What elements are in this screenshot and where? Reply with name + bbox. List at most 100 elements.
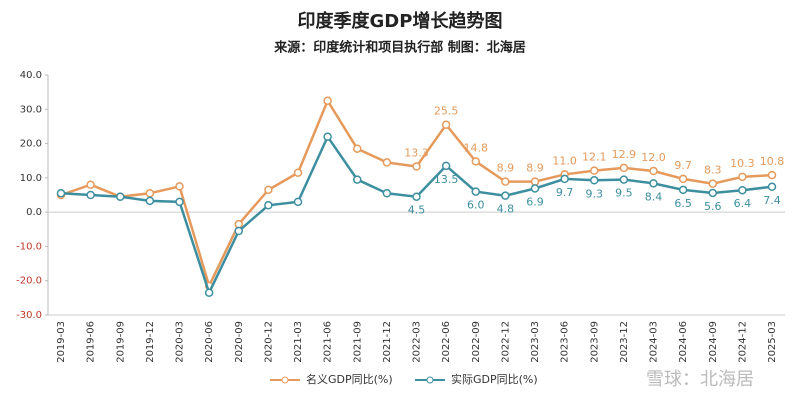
point (204, 288, 214, 297)
point (86, 190, 95, 200)
x-tick-label: 2021-12 (382, 321, 393, 363)
point (175, 197, 184, 207)
point (471, 187, 480, 196)
x-tick-label: 2021-03 (293, 321, 304, 363)
x-tick-label: 2019-03 (56, 321, 67, 363)
point (767, 170, 777, 180)
point (264, 201, 273, 210)
value-label: 4.5 (408, 204, 426, 217)
x-tick-label: 2025-03 (767, 321, 778, 363)
x-tick-label: 2019-06 (86, 321, 97, 363)
point (293, 168, 303, 177)
value-label: 5.6 (704, 200, 722, 213)
point (412, 192, 421, 201)
point (619, 175, 629, 184)
point (708, 179, 717, 188)
legend-label: 名义GDP同比(%) (306, 372, 393, 386)
value-label: 13.5 (434, 173, 459, 186)
x-tick-label: 2019-09 (115, 321, 126, 363)
x-tick-label: 2022-09 (471, 321, 482, 363)
point (501, 177, 510, 186)
value-label: 9.7 (674, 159, 692, 172)
value-label: 4.8 (497, 203, 515, 216)
x-tick-label: 2020-09 (234, 321, 245, 363)
y-tick-label: -30.0 (16, 310, 42, 321)
x-tick-label: 2024-06 (678, 321, 689, 363)
point (175, 182, 184, 191)
x-tick-label: 2022-12 (500, 321, 511, 363)
x-tick-label: 2023-03 (530, 321, 541, 363)
point (530, 177, 540, 186)
legend-marker (281, 376, 289, 384)
chart-title: 印度季度GDP增长趋势图 (298, 10, 503, 32)
point (145, 196, 155, 206)
point (412, 162, 421, 171)
watermark: 雪球：北海居 (646, 369, 754, 390)
point (353, 144, 362, 153)
point (293, 197, 303, 207)
x-tick-label: 2022-06 (441, 321, 452, 363)
value-label: 9.5 (615, 187, 633, 200)
value-label: 12.1 (582, 151, 607, 164)
value-label: 11.0 (552, 154, 577, 167)
point (738, 172, 747, 182)
y-tick-label: 10.0 (20, 173, 42, 184)
value-label: 8.4 (645, 190, 663, 203)
point (234, 226, 243, 236)
y-tick-label: 40.0 (20, 70, 42, 81)
point (145, 189, 155, 198)
point (353, 175, 362, 184)
x-tick-label: 2024-03 (649, 321, 660, 363)
point (264, 185, 273, 195)
value-label: 12.9 (612, 148, 637, 161)
point (767, 182, 777, 192)
value-label: 6.5 (674, 197, 692, 210)
point (678, 185, 688, 195)
point (382, 158, 392, 167)
point (530, 184, 540, 193)
point (708, 188, 717, 198)
value-label: 8.9 (526, 162, 544, 175)
value-label: 6.9 (526, 195, 544, 208)
legend-marker (426, 376, 434, 384)
value-label: 7.4 (763, 194, 781, 207)
x-tick-label: 2021-06 (323, 321, 334, 363)
point (649, 166, 658, 176)
value-label: 10.8 (760, 155, 785, 168)
chart-subtitle: 来源：印度统计和项目执行部 制图：北海居 (273, 40, 526, 56)
point (560, 174, 569, 184)
point (86, 180, 95, 189)
x-tick-label: 2023-06 (560, 321, 571, 363)
point (738, 185, 747, 195)
point (619, 163, 629, 173)
value-label: 12.0 (641, 151, 666, 164)
value-label: 8.9 (497, 162, 515, 175)
point (116, 192, 125, 201)
point (382, 189, 392, 198)
point (56, 189, 66, 198)
point (234, 219, 243, 229)
y-tick-label: -10.0 (16, 241, 42, 252)
value-label: 9.3 (586, 187, 604, 200)
x-tick-label: 2024-09 (708, 321, 719, 363)
point (590, 176, 599, 185)
y-tick-label: -20.0 (16, 276, 42, 287)
point (590, 166, 599, 175)
x-tick-label: 2022-03 (412, 321, 423, 363)
value-label: 9.7 (556, 186, 574, 199)
x-tick-label: 2021-09 (352, 321, 363, 363)
legend-label: 实际GDP同比(%) (451, 372, 538, 386)
value-label: 6.4 (734, 197, 752, 210)
y-tick-label: 20.0 (20, 139, 42, 150)
point (471, 157, 480, 166)
value-label: 13.3 (404, 147, 429, 160)
value-label: 6.0 (467, 199, 485, 212)
y-tick-label: 30.0 (20, 104, 42, 115)
point (323, 132, 332, 141)
x-tick-label: 2024-12 (737, 321, 748, 363)
x-tick-label: 2023-12 (619, 321, 630, 363)
y-tick-label: 0.0 (26, 207, 42, 218)
value-label: 25.5 (434, 105, 459, 118)
point (323, 96, 332, 105)
